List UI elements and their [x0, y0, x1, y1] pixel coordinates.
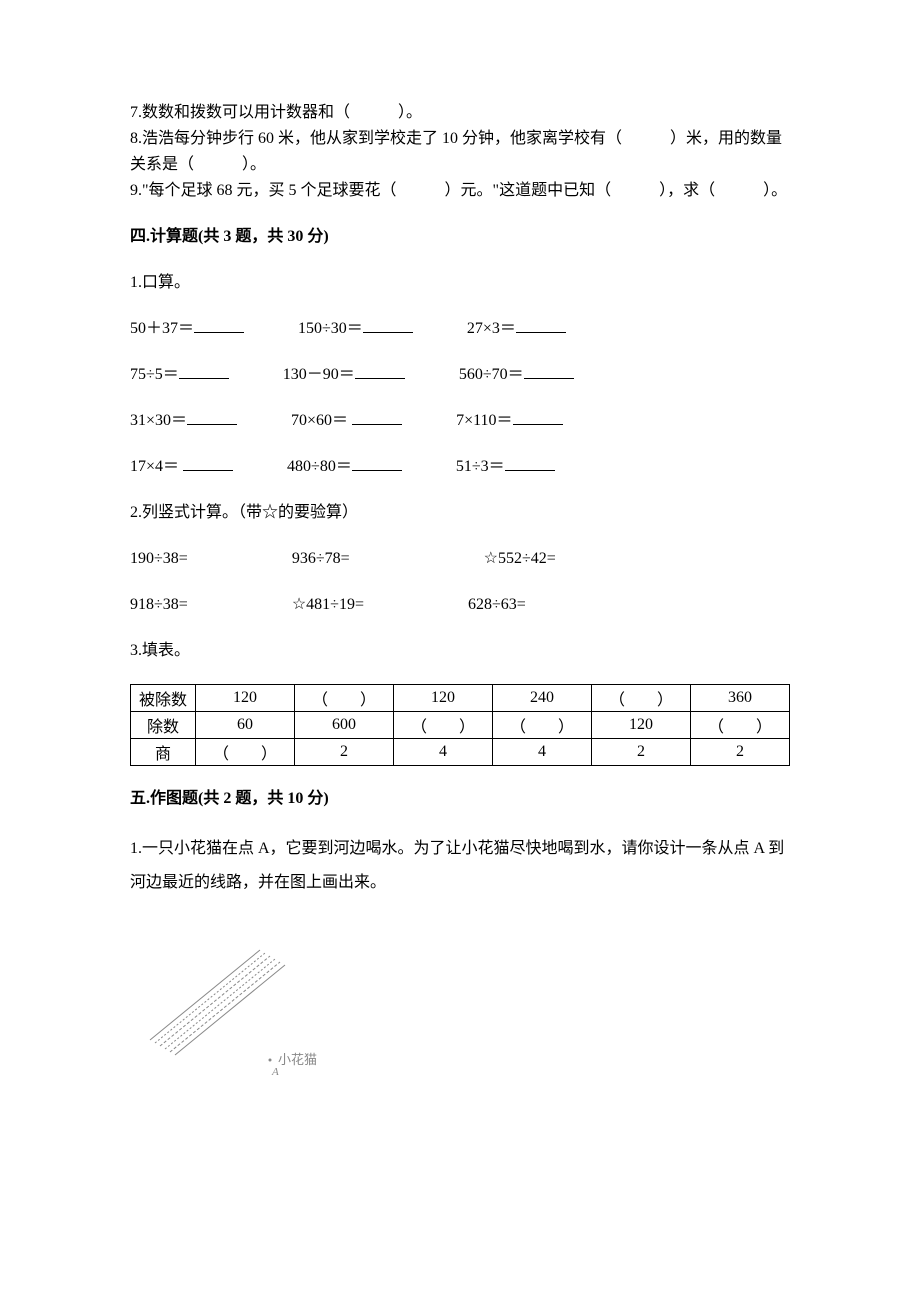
table-cell: 被除数 — [131, 685, 196, 712]
calc-row-2: 75÷5＝ 130－90＝ 560÷70＝ — [130, 362, 790, 388]
cat-label: 小花猫 — [278, 1052, 317, 1067]
section4-q3-label: 3.填表。 — [130, 638, 790, 664]
question-7: 7.数数和拨数可以用计数器和（ ）。 — [130, 100, 790, 126]
table-cell: 2 — [592, 739, 691, 766]
vertical-row-1: 190÷38= 936÷78= ☆552÷42= — [130, 546, 790, 572]
table-cell: （ ） — [592, 685, 691, 712]
table-cell: 60 — [196, 712, 295, 739]
section4-q1-label: 1.口算。 — [130, 270, 790, 296]
river-icon: 小花猫 A — [130, 930, 350, 1080]
calc-expr: ☆552÷42= — [484, 550, 556, 567]
table-cell: 除数 — [131, 712, 196, 739]
question-8: 8.浩浩每分钟步行 60 米，他从家到学校走了 10 分钟，他家离学校有（ ）米… — [130, 126, 790, 178]
table-cell: 600 — [295, 712, 394, 739]
table-cell: （ ） — [196, 739, 295, 766]
point-label: A — [271, 1066, 279, 1078]
table-cell: 120 — [394, 685, 493, 712]
calc-expr: 628÷63= — [468, 596, 526, 613]
calc-expr: 75÷5＝ — [130, 366, 179, 383]
calc-expr: 31×30＝ — [130, 412, 187, 429]
table-cell: 商 — [131, 739, 196, 766]
calc-expr: 918÷38= — [130, 596, 188, 613]
question-9: 9."每个足球 68 元，买 5 个足球要花（ ）元。"这道题中已知（ ），求（… — [130, 178, 790, 204]
table-cell: 120 — [592, 712, 691, 739]
table-cell: 2 — [295, 739, 394, 766]
calc-expr: 7×110＝ — [456, 412, 512, 429]
table-cell: 240 — [493, 685, 592, 712]
division-table: 被除数 120 （ ） 120 240 （ ） 360 除数 60 600 （ … — [130, 684, 790, 766]
calc-expr: 190÷38= — [130, 550, 188, 567]
calc-expr: 27×3＝ — [467, 320, 516, 337]
calc-row-1: 50＋37＝ 150÷30＝ 27×3＝ — [130, 316, 790, 342]
vertical-row-2: 918÷38= ☆481÷19= 628÷63= — [130, 592, 790, 618]
calc-row-4: 17×4＝ 480÷80＝ 51÷3＝ — [130, 454, 790, 480]
section4-q2-label: 2.列竖式计算。（带☆的要验算） — [130, 500, 790, 526]
table-cell: （ ） — [493, 712, 592, 739]
table-cell: （ ） — [295, 685, 394, 712]
section-5-heading: 五.作图题(共 2 题，共 10 分) — [130, 786, 790, 812]
river-cat-figure: 小花猫 A — [130, 930, 790, 1090]
table-cell: 4 — [394, 739, 493, 766]
table-cell: 4 — [493, 739, 592, 766]
calc-expr: 560÷70＝ — [459, 366, 524, 383]
calc-row-3: 31×30＝ 70×60＝ 7×110＝ — [130, 408, 790, 434]
calc-expr: 17×4＝ — [130, 458, 179, 475]
table-row: 除数 60 600 （ ） （ ） 120 （ ） — [131, 712, 790, 739]
table-cell: （ ） — [691, 712, 790, 739]
table-cell: 120 — [196, 685, 295, 712]
calc-expr: 936÷78= — [292, 550, 350, 567]
table-row: 被除数 120 （ ） 120 240 （ ） 360 — [131, 685, 790, 712]
table-cell: 360 — [691, 685, 790, 712]
calc-expr: 70×60＝ — [291, 412, 348, 429]
calc-expr: 130－90＝ — [283, 366, 355, 383]
section5-q1-text: 1.一只小花猫在点 A，它要到河边喝水。为了让小花猫尽快地喝到水，请你设计一条从… — [130, 832, 790, 900]
table-cell: （ ） — [394, 712, 493, 739]
calc-expr: 480÷80＝ — [287, 458, 352, 475]
calc-expr: 50＋37＝ — [130, 320, 194, 337]
calc-expr: 51÷3＝ — [456, 458, 505, 475]
table-cell: 2 — [691, 739, 790, 766]
section-4-heading: 四.计算题(共 3 题，共 30 分) — [130, 224, 790, 250]
table-row: 商 （ ） 2 4 4 2 2 — [131, 739, 790, 766]
calc-expr: ☆481÷19= — [292, 596, 364, 613]
calc-expr: 150÷30＝ — [298, 320, 363, 337]
